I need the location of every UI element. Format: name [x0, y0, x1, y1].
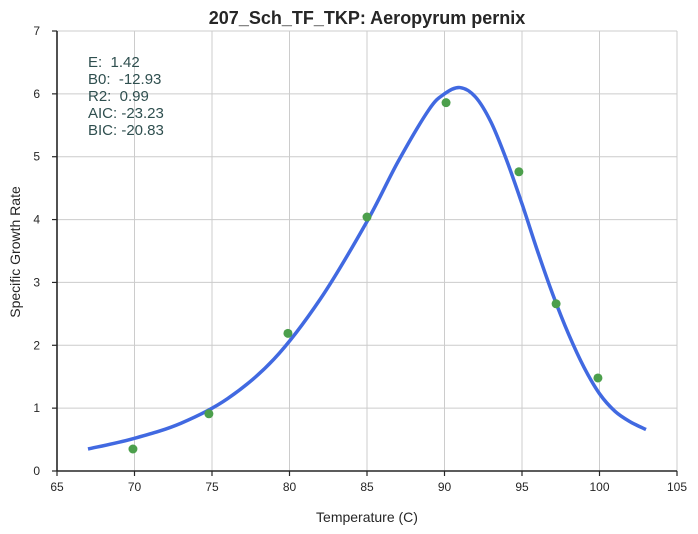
y-tick-label: 0 — [33, 464, 40, 478]
x-tick-label: 105 — [667, 480, 687, 494]
fit-stat-line: BIC: -20.83 — [88, 122, 164, 139]
axes: 65 70 75 80 85 90 95 100 105 0 1 2 3 4 5 6 7 — [33, 24, 687, 494]
y-tick-label: 2 — [33, 338, 40, 352]
x-tick-label: 90 — [438, 480, 452, 494]
grid — [57, 30, 678, 471]
data-point — [362, 212, 372, 222]
x-tick-label: 100 — [589, 480, 609, 494]
data-point — [551, 299, 561, 309]
x-axis-label: Temperature (C) — [316, 509, 418, 525]
y-tick-label: 5 — [33, 150, 40, 164]
x-tick-label: 70 — [128, 480, 142, 494]
x-tick-label: 95 — [515, 480, 529, 494]
data-point — [128, 444, 138, 454]
y-tick-label: 7 — [33, 24, 40, 38]
fit-stat-line: E: 1.42 — [88, 54, 140, 71]
fit-stat-line: B0: -12.93 — [88, 71, 161, 88]
fit-stat-line: R2: 0.99 — [88, 88, 149, 105]
x-tick-label: 80 — [283, 480, 297, 494]
y-tick-label: 1 — [33, 401, 40, 415]
data-point — [283, 328, 293, 338]
x-tick-label: 85 — [360, 480, 374, 494]
data-point — [514, 167, 524, 177]
y-tick-label: 6 — [33, 87, 40, 101]
fit-curve — [87, 85, 647, 451]
data-point — [204, 409, 214, 419]
plot-area — [87, 85, 647, 454]
chart-title: 207_Sch_TF_TKP: Aeropyrum pernix — [209, 8, 525, 28]
data-point — [593, 373, 603, 383]
y-axis-label: Specific Growth Rate — [7, 186, 23, 318]
y-tick-label: 4 — [33, 213, 40, 227]
x-tick-label: 75 — [205, 480, 219, 494]
data-point — [441, 98, 451, 108]
y-tick-label: 3 — [33, 275, 40, 289]
x-tick-label: 65 — [50, 480, 64, 494]
fit-stat-line: AIC: -23.23 — [88, 105, 164, 122]
